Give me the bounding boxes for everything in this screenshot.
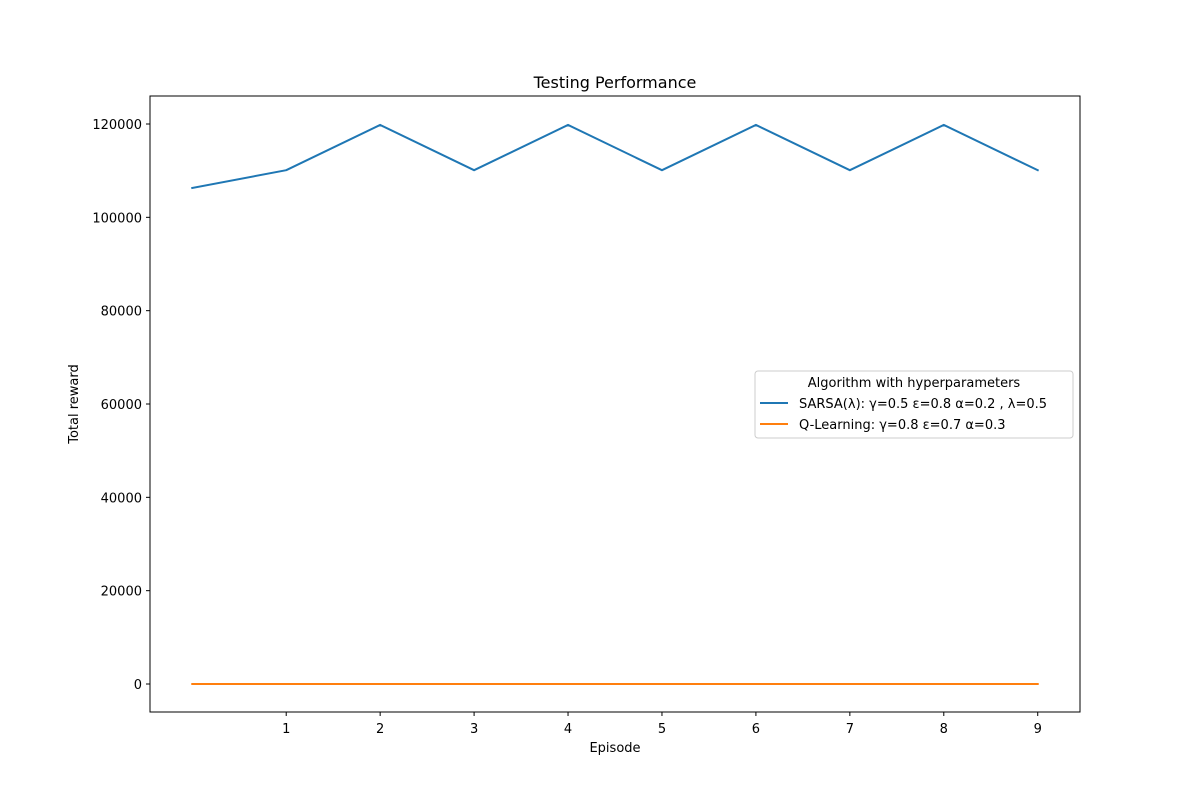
legend-label-sarsa: SARSA(λ): γ=0.5 ε=0.8 α=0.2 , λ=0.5: [799, 397, 1047, 412]
y-tick-label: 20000: [101, 585, 142, 600]
series-layer: [191, 123, 1040, 685]
x-tick-label: 7: [846, 722, 854, 737]
x-tick-label: 6: [752, 722, 760, 737]
y-tick-label: 120000: [92, 118, 142, 133]
series-line-0: [191, 123, 1040, 190]
legend-title: Algorithm with hyperparameters: [808, 376, 1021, 391]
legend-box: [754, 370, 1074, 439]
x-tick-label: 5: [658, 722, 666, 737]
legend: Algorithm with hyperparameters SARSA(λ):…: [754, 370, 1074, 439]
x-tick-label: 9: [1034, 722, 1042, 737]
x-axis: 1 2 3 4 5 6 7 8 9: [282, 712, 1042, 737]
plot-frame: [149, 95, 1081, 713]
x-tick-label: 3: [470, 722, 478, 737]
x-tick-label: 2: [376, 722, 384, 737]
y-tick-label: 80000: [101, 305, 142, 320]
legend-label-q-learning: Q-Learning: γ=0.8 ε=0.7 α=0.3: [799, 418, 1006, 433]
x-tick-label: 1: [282, 722, 290, 737]
y-tick-label: 40000: [101, 491, 142, 506]
chart-title: Testing Performance: [533, 73, 697, 92]
x-tick-label: 4: [564, 722, 572, 737]
y-axis: 0 20000 40000 60000 80000 100000 120000: [92, 118, 150, 693]
y-axis-label: Total reward: [67, 364, 82, 445]
x-tick-label: 8: [940, 722, 948, 737]
y-tick-label: 0: [134, 678, 142, 693]
y-tick-label: 100000: [92, 211, 142, 226]
y-tick-label: 60000: [101, 398, 142, 413]
x-axis-label: Episode: [589, 741, 640, 756]
